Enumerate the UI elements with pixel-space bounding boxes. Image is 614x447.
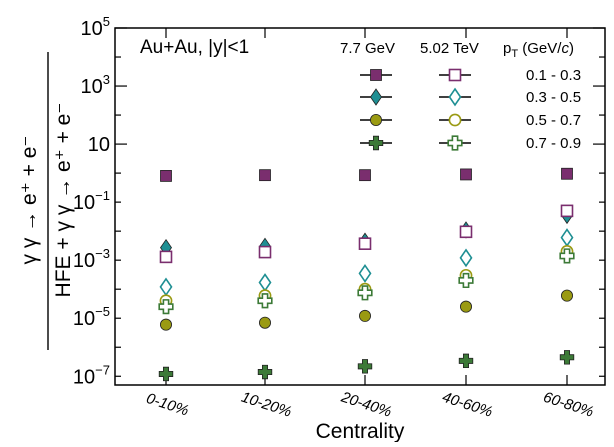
data-point [158, 299, 174, 315]
data-point [159, 318, 172, 331]
legend-header-pt: pT (GeV/c) [503, 40, 574, 60]
y-axis-title-numerator: γ γ → e⁺ + e⁻ [18, 136, 41, 265]
legend-label: 0.3 - 0.5 [526, 89, 581, 106]
data-point [560, 228, 574, 248]
legend-marker-7.7gev [368, 135, 384, 151]
legend-label: 0.5 - 0.7 [526, 112, 581, 129]
data-point [459, 225, 473, 239]
y-tick-label-base: 10 [81, 18, 103, 40]
data-point [460, 168, 472, 181]
data-point [357, 285, 373, 301]
x-tick-label: 0-10% [144, 390, 190, 420]
data-points [158, 167, 575, 382]
legend-marker-5.02tev [448, 113, 462, 127]
pt-unit-open: (GeV/ [518, 40, 562, 57]
y-tick-label: 10−5 [73, 304, 110, 330]
y-tick-label: 10−7 [73, 362, 110, 388]
pt-subscript: T [511, 48, 518, 60]
data-point [560, 204, 574, 218]
x-tick-label: 10-20% [239, 389, 293, 421]
data-point [258, 273, 272, 292]
data-point [459, 300, 472, 313]
legend-marker-5.02tev [448, 68, 462, 82]
y-tick-label-base: 10 [73, 192, 95, 214]
y-tick-label: 10 [88, 134, 110, 156]
y-tick-label-base: 10 [73, 250, 95, 272]
data-point [257, 364, 273, 380]
legend-marker-5.02tev [447, 135, 463, 151]
y-tick-label-exponent: 5 [103, 14, 110, 29]
y-tick-label: 10−3 [73, 246, 110, 272]
data-point [160, 170, 172, 182]
y-axis-title: γ γ → e⁺ + e⁻ HFE + γ γ → e⁺ + e⁻ [18, 52, 75, 350]
pt-unit-c: c [561, 40, 569, 57]
x-tick-label: 60-80% [541, 389, 595, 421]
y-tick-label-base: 10 [88, 134, 110, 156]
data-point [459, 248, 473, 268]
data-point [158, 366, 174, 382]
data-point [258, 316, 271, 329]
y-tick-label-exponent: −1 [95, 188, 110, 203]
data-point [559, 248, 575, 264]
chart-annotation: Au+Au, |y|<1 [140, 37, 249, 58]
legend-rows: 0.1 - 0.3 0.3 - 0.5 0.5 - 0.7 0.7 - 0.9 [360, 67, 581, 152]
data-point [159, 277, 173, 297]
x-tick-label: 40-60% [440, 389, 494, 421]
pt-symbol: p [503, 40, 511, 57]
legend: 7.7 GeV 5.02 TeV pT (GeV/c) 0.1 - 0.3 0.3… [340, 40, 581, 152]
data-point [561, 167, 573, 180]
data-point [458, 272, 474, 289]
legend-header-5.02tev: 5.02 TeV [420, 40, 479, 57]
x-axis-title: Centrality [316, 420, 405, 442]
data-point [561, 289, 574, 302]
data-point [259, 169, 271, 182]
x-axis-tick-labels: 0-10% 10-20% 20-40% 40-60% 60-80% [144, 388, 595, 420]
legend-marker-7.7gev [370, 69, 382, 81]
data-point [358, 309, 371, 322]
legend-marker-7.7gev [370, 88, 382, 106]
data-point [358, 263, 372, 283]
legend-marker-7.7gev [369, 114, 382, 127]
data-point [559, 350, 575, 365]
data-point [357, 359, 373, 374]
pt-unit-close: ) [569, 40, 574, 57]
y-axis-title-denominator: HFE + γ γ → e⁺ + e⁻ [52, 103, 75, 298]
y-tick-label-exponent: −7 [95, 362, 110, 377]
y-tick-label-base: 10 [73, 366, 95, 388]
data-point [258, 245, 272, 259]
y-tick-label: 10−1 [73, 188, 110, 214]
data-point [359, 169, 371, 182]
legend-marker-5.02tev [448, 87, 462, 107]
legend-label: 0.1 - 0.3 [526, 67, 581, 84]
y-tick-label-base: 10 [73, 308, 95, 330]
y-tick-label: 103 [81, 72, 110, 98]
x-axis-ticks [165, 28, 568, 385]
y-tick-label-exponent: −3 [95, 246, 110, 261]
y-axis-ticks [115, 27, 605, 377]
plot-frame [114, 27, 606, 386]
y-tick-label: 105 [81, 14, 110, 40]
data-point [159, 250, 173, 264]
data-point [257, 293, 273, 309]
y-tick-label-base: 10 [81, 76, 103, 98]
data-point [358, 237, 372, 250]
legend-label: 0.7 - 0.9 [526, 135, 581, 152]
legend-header-7.7gev: 7.7 GeV [340, 40, 395, 57]
y-tick-label-exponent: 3 [103, 72, 110, 87]
x-tick-label: 20-40% [338, 388, 393, 420]
data-point [458, 353, 474, 369]
y-tick-label-exponent: −5 [95, 304, 110, 319]
